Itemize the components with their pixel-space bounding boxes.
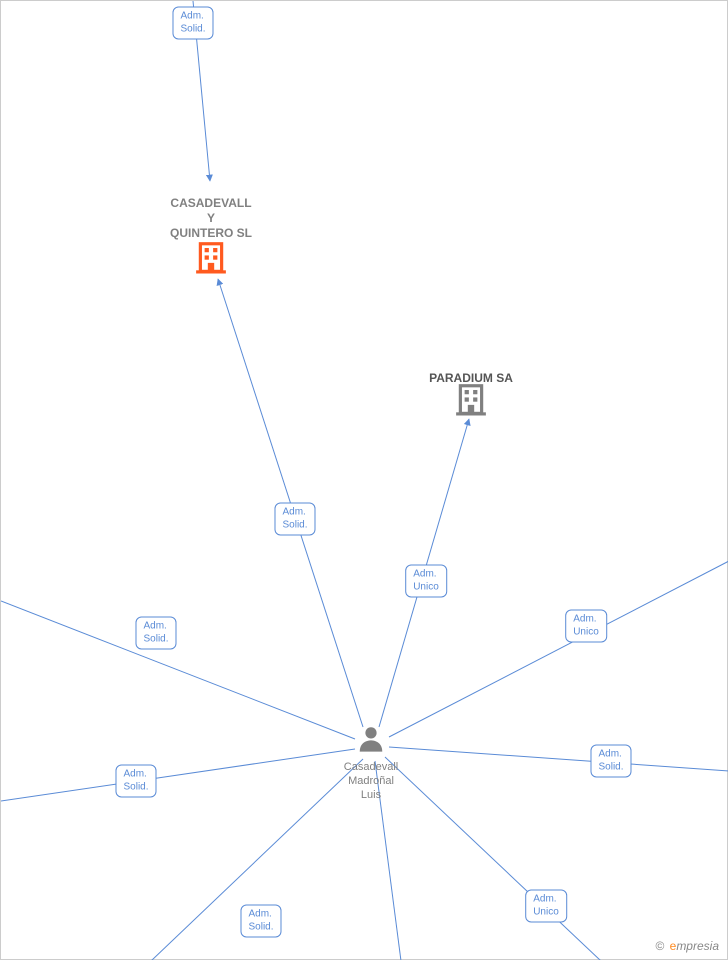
edge-line <box>389 747 728 771</box>
edge-badge: Adm. Unico <box>405 565 447 598</box>
copyright-symbol: © <box>655 939 664 953</box>
network-graph: Casadevall Madroñal Luis CASADEVALL Y QU… <box>0 0 728 960</box>
edge-badge: Adm. Solid. <box>135 617 176 650</box>
edges-layer <box>1 1 728 960</box>
person-icon[interactable] <box>356 724 386 759</box>
edge-badge: Adm. Solid. <box>590 745 631 778</box>
edge-badge: Adm. Solid. <box>115 765 156 798</box>
edge-line <box>385 757 601 960</box>
building-icon[interactable] <box>454 382 488 421</box>
edge-line <box>389 561 728 737</box>
edge-badge: Adm. Unico <box>525 890 567 923</box>
edge-badge: Adm. Unico <box>565 610 607 643</box>
edge-badge: Adm. Solid. <box>274 503 315 536</box>
building-icon[interactable] <box>194 240 228 279</box>
edge-badge: Adm. Solid. <box>172 7 213 40</box>
edge-line <box>1 749 355 801</box>
copyright-rest: mpresia <box>676 939 719 953</box>
edge-line <box>379 419 469 727</box>
edge-badge: Adm. Solid. <box>240 905 281 938</box>
edge-line <box>375 761 401 960</box>
edge-line <box>151 759 363 960</box>
edge-line <box>218 279 363 727</box>
person-label[interactable]: Casadevall Madroñal Luis <box>344 761 398 802</box>
company-label[interactable]: PARADIUM SA <box>429 371 513 386</box>
edge-line <box>193 1 210 181</box>
company-label[interactable]: CASADEVALL Y QUINTERO SL <box>170 196 252 241</box>
edge-line <box>1 601 355 739</box>
copyright: © empresia <box>655 939 719 953</box>
